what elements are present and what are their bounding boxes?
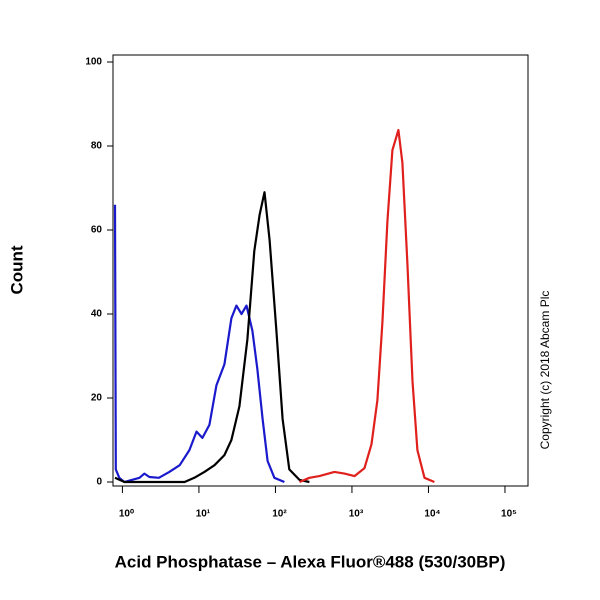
x-tick-label: 10³ [349,509,364,520]
histogram-line [114,191,310,484]
histogram-line [299,128,435,484]
x-axis-title: Acid Phosphatase – Alexa Fluor®488 (530/… [115,552,506,571]
y-tick-label: 80 [91,141,103,152]
copyright-note: Copyright (c) 2018 Abcam Plc [538,291,552,450]
x-tick-label: 10⁵ [501,509,517,520]
y-axis-title: Count [7,245,26,294]
y-tick-label: 100 [85,57,102,68]
y-tick-label: 40 [91,309,103,320]
x-tick-label: 10⁰ [119,509,134,520]
y-tick-label: 20 [91,393,103,404]
x-tick-label: 10² [272,509,287,520]
y-tick-label: 0 [96,477,102,488]
plot-frame [112,54,529,487]
x-tick-label: 10¹ [196,509,211,520]
x-tick-label: 10⁴ [424,509,440,520]
y-tick-label: 60 [91,225,103,236]
histogram-line [113,204,285,484]
